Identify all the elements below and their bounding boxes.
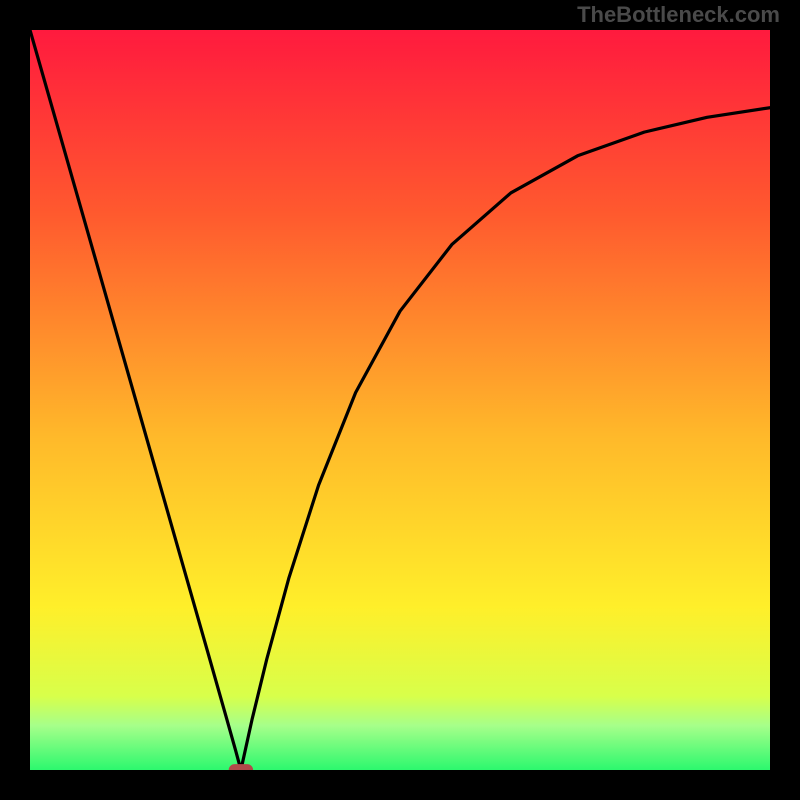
bottleneck-curve-svg xyxy=(30,30,770,770)
minimum-marker xyxy=(229,764,253,770)
bottleneck-curve-path xyxy=(30,30,770,770)
chart-plot-area xyxy=(30,30,770,770)
watermark-text: TheBottleneck.com xyxy=(577,2,780,28)
